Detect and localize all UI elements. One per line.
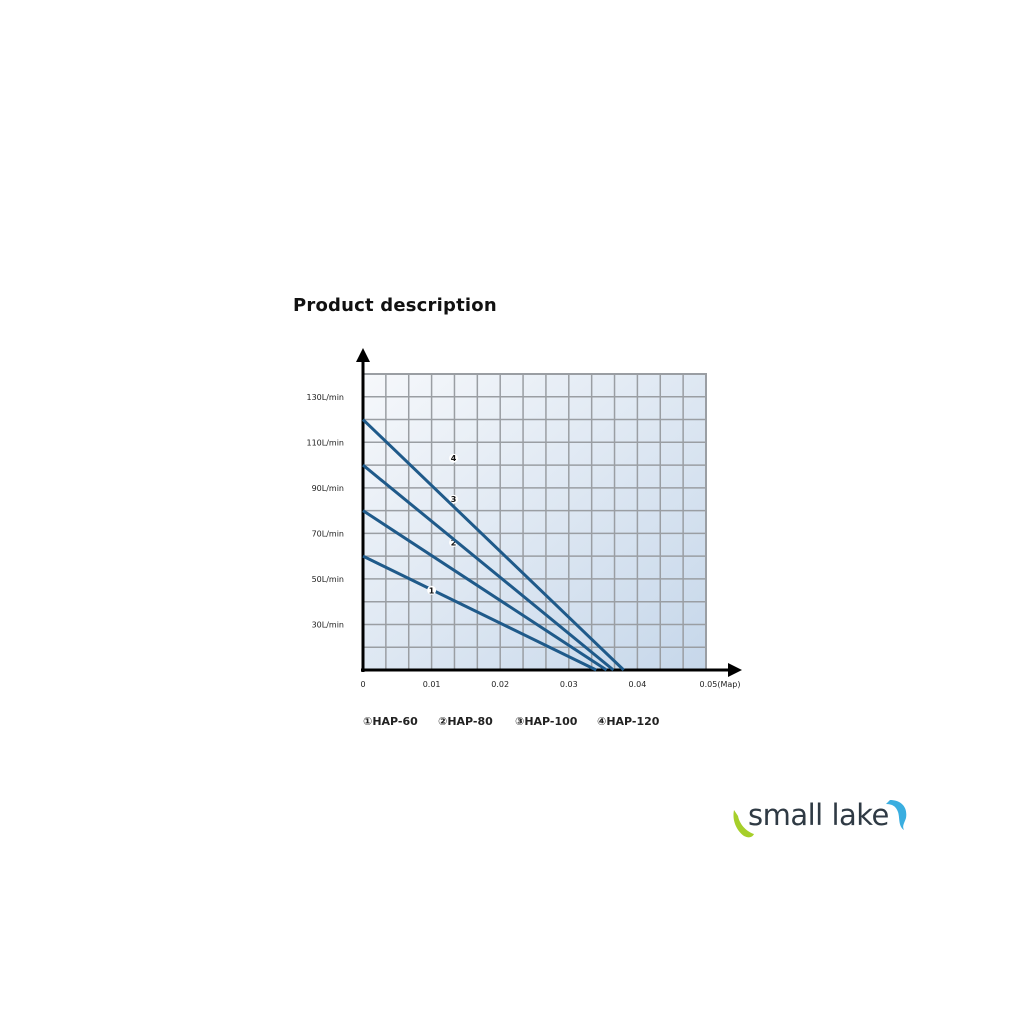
x-tick-label: 0.02 [491, 680, 509, 689]
y-axis-arrow [356, 348, 370, 362]
series-line-hap-60 [362, 554, 597, 672]
series-marker-bg [449, 453, 459, 463]
logo-text: small lake [748, 798, 889, 832]
small-lake-logo [733, 800, 907, 838]
x-tick-label: 0.03 [560, 680, 578, 689]
y-tick-label: 30L/min [312, 620, 344, 629]
y-tick-label: 90L/min [312, 484, 344, 493]
x-tick-label: 0 [360, 680, 365, 689]
y-tick-label: 70L/min [312, 529, 344, 538]
grid [363, 374, 706, 670]
y-tick-label: 50L/min [312, 575, 344, 584]
series-line-hap-100 [362, 463, 615, 672]
series-marker-label: 2 [451, 538, 457, 547]
x-tick-label: 0.04 [628, 680, 646, 689]
series-marker-label: 1 [429, 586, 435, 595]
y-tick-label: 110L/min [306, 438, 344, 447]
legend-item: ①HAP-60 [363, 715, 418, 728]
x-tick-label: 0.05(Map) [700, 680, 741, 689]
legend-item: ③HAP-100 [515, 715, 578, 728]
green-fish-icon [733, 810, 754, 838]
series-marker-bg [427, 585, 437, 595]
series-marker-label: 3 [451, 495, 457, 504]
blue-fish-icon [886, 800, 907, 830]
series-marker-label: 4 [451, 454, 457, 463]
series-marker-bg [449, 494, 459, 504]
series-line-hap-120 [361, 418, 625, 672]
plot-area [362, 373, 707, 671]
y-tick-label: 130L/min [306, 393, 344, 402]
series-line-hap-80 [362, 509, 608, 672]
page-title: Product description [293, 295, 497, 316]
x-axis-arrow [728, 663, 742, 677]
x-tick-label: 0.01 [423, 680, 441, 689]
legend-item: ④HAP-120 [597, 715, 660, 728]
axes [356, 348, 742, 677]
legend-item: ②HAP-80 [438, 715, 493, 728]
